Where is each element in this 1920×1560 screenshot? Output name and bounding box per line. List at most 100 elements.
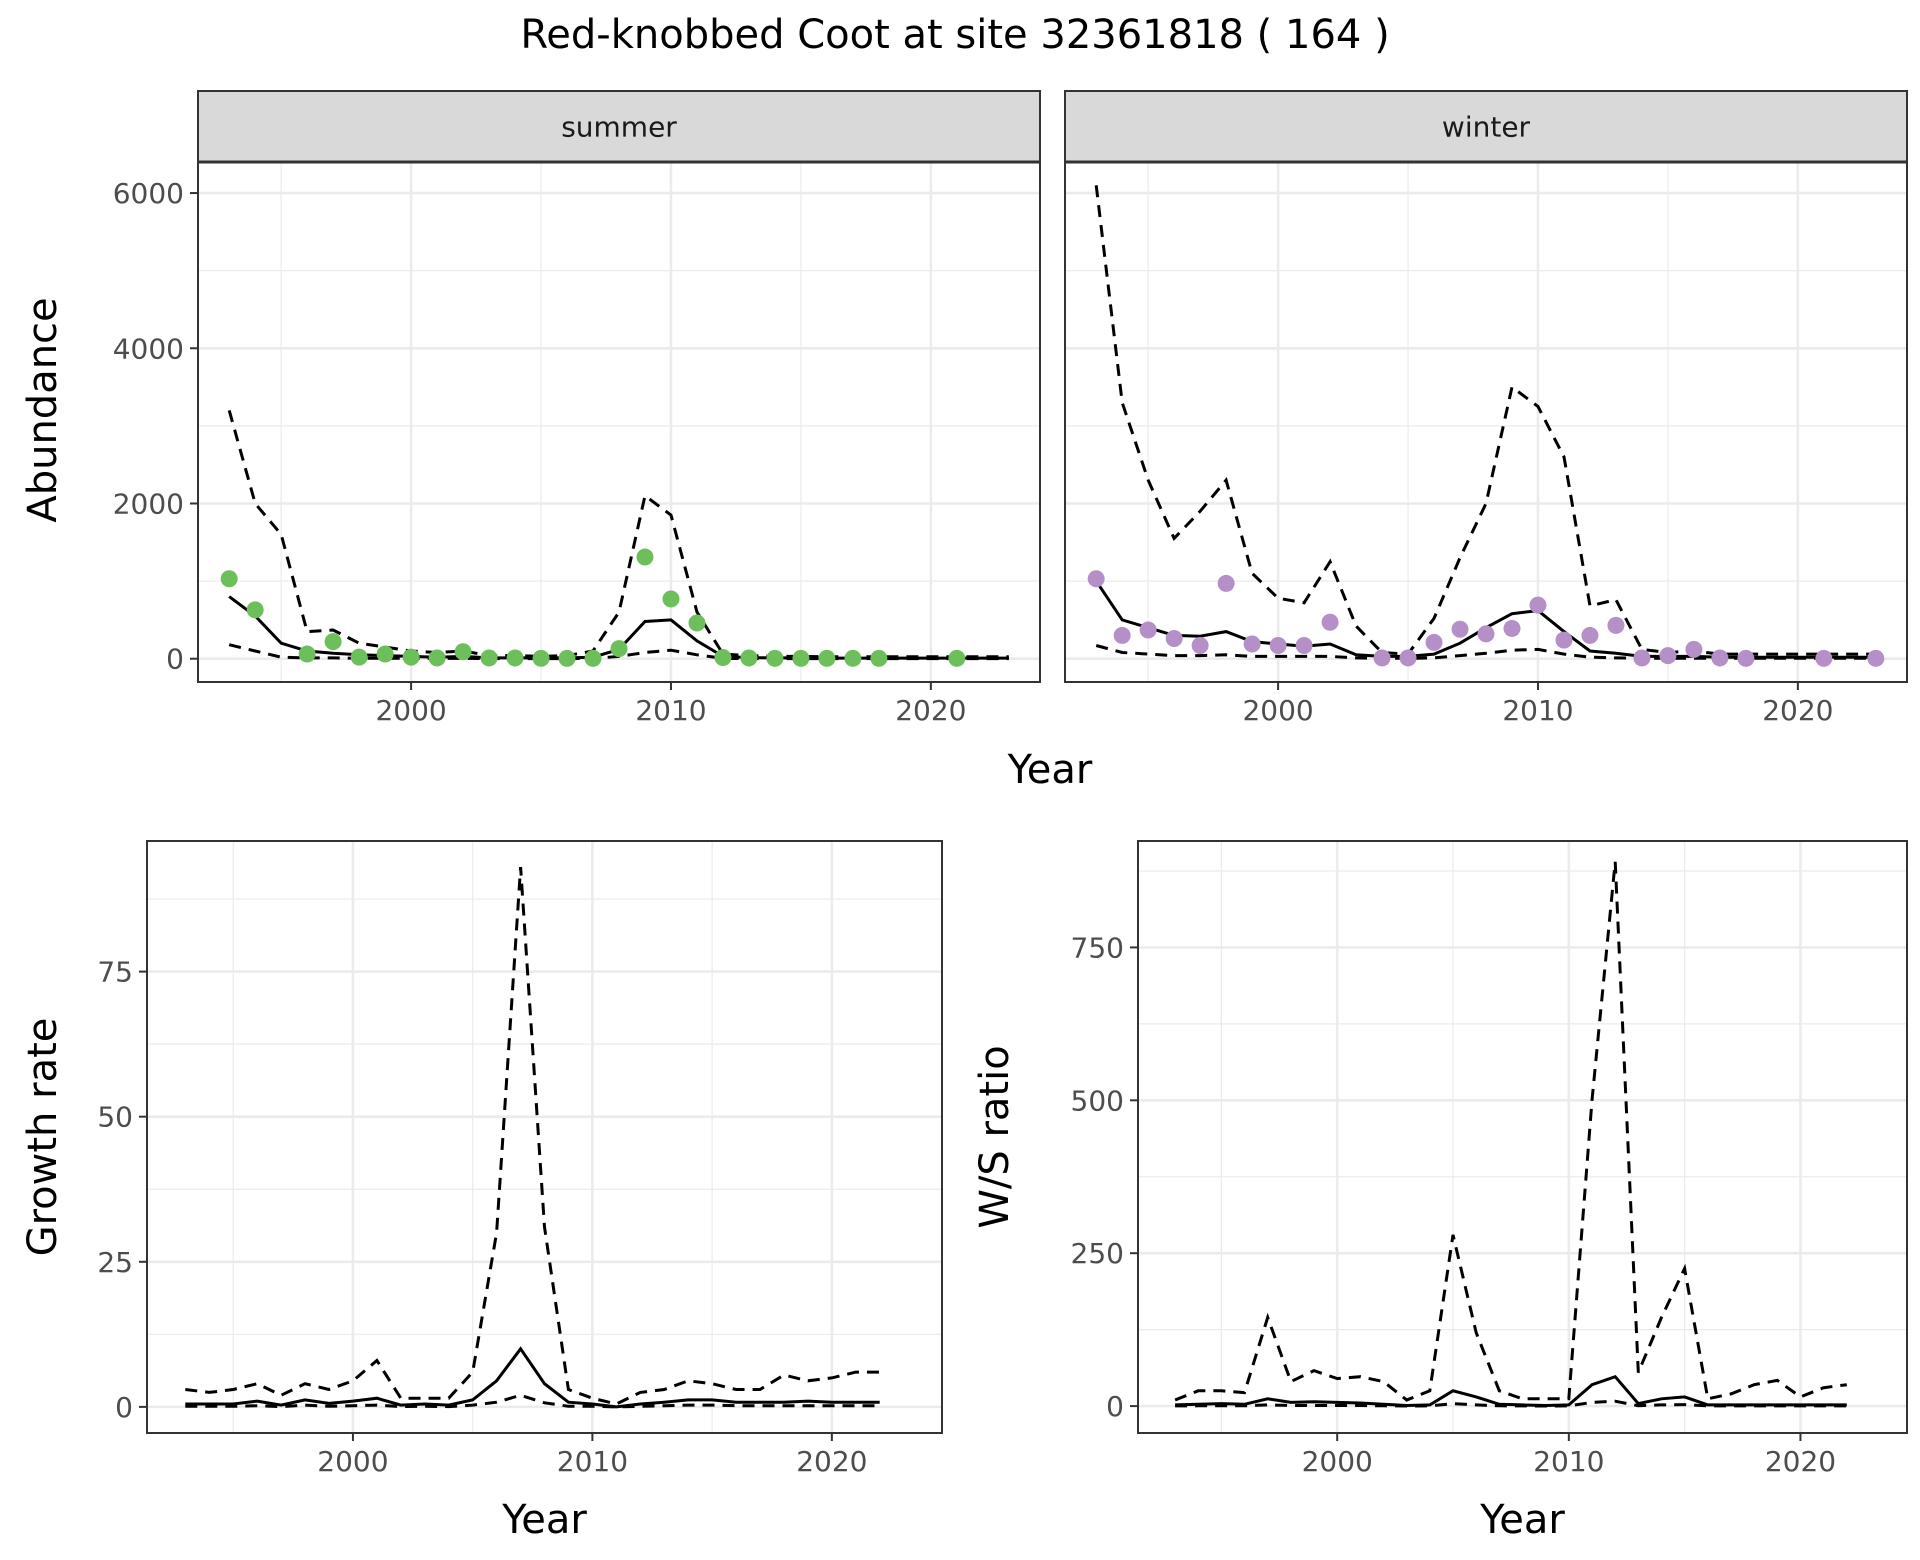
data-point xyxy=(1373,649,1391,667)
y-tick-label: 4000 xyxy=(113,332,184,365)
data-point xyxy=(1529,596,1547,614)
x-tick-label: 2010 xyxy=(635,694,706,727)
data-point xyxy=(1113,626,1131,644)
data-point xyxy=(480,649,498,667)
estimate-line xyxy=(1175,1374,1847,1408)
data-point xyxy=(532,649,550,667)
x-tick-label: 2000 xyxy=(1302,1445,1373,1478)
data-point xyxy=(1451,620,1469,638)
data-point xyxy=(610,640,628,658)
x-tick-label: 2020 xyxy=(895,694,966,727)
y-tick-label: 0 xyxy=(166,643,184,676)
data-point xyxy=(1503,619,1521,637)
plot-area xyxy=(147,841,942,1433)
data-point xyxy=(1295,637,1313,655)
data-point xyxy=(688,614,706,632)
facet-strip xyxy=(1064,90,1908,163)
data-point xyxy=(1607,616,1625,634)
y-axis-label: W/S ratio xyxy=(972,1045,1018,1228)
data-point xyxy=(1685,640,1703,658)
data-point xyxy=(1087,570,1105,588)
data-point xyxy=(1165,630,1183,648)
panel-growth-rate: 2000 2010 2020 0 25 50 75 Year Growth rate xyxy=(20,840,943,1543)
x-tick-label: 2000 xyxy=(375,694,446,727)
y-tick-label: 750 xyxy=(1071,931,1124,964)
panel-abundance-summer: 2000 2010 2020 0 2000 4000 6000 summer xyxy=(113,90,1041,727)
x-tick-label: 2020 xyxy=(1762,694,1833,727)
data-point xyxy=(870,649,888,667)
data-point xyxy=(1659,647,1677,665)
data-point xyxy=(1191,637,1209,655)
data-point xyxy=(792,649,810,667)
data-point xyxy=(1815,649,1833,667)
panel-border xyxy=(146,840,943,1434)
data-point xyxy=(1477,625,1495,643)
x-axis-label: Year xyxy=(501,1497,587,1543)
y-tick-label: 6000 xyxy=(113,177,184,210)
figure-title: Red-knobbed Coot at site 32361818 ( 164 … xyxy=(520,12,1389,58)
data-point xyxy=(636,548,654,566)
facet-strip-label: summer xyxy=(561,111,677,144)
data-point xyxy=(1217,574,1235,592)
data-point xyxy=(298,645,316,663)
data-point xyxy=(324,633,342,651)
data-point xyxy=(766,649,784,667)
upper-bound-line xyxy=(185,867,880,1406)
x-tick-label: 2010 xyxy=(557,1445,628,1478)
x-tick-label: 2010 xyxy=(1502,694,1573,727)
facet-strip-label: winter xyxy=(1442,111,1531,144)
panel-ws-ratio: 2000 2010 2020 0 250 500 750 Year W/S ratio xyxy=(972,840,1908,1543)
x-tick-label: 2020 xyxy=(1765,1445,1836,1478)
plot-area xyxy=(1065,162,1907,682)
data-point xyxy=(1555,631,1573,649)
data-point xyxy=(1867,649,1885,667)
data-point xyxy=(1243,635,1261,653)
y-tick-label: 500 xyxy=(1071,1084,1124,1117)
x-tick-label: 2010 xyxy=(1533,1445,1604,1478)
x-tick-label: 2000 xyxy=(1242,694,1313,727)
y-tick-label: 0 xyxy=(115,1391,133,1424)
data-point xyxy=(1633,649,1651,667)
data-point xyxy=(220,570,238,588)
data-point xyxy=(662,590,680,608)
upper-bound-line xyxy=(1174,861,1847,1402)
data-point xyxy=(506,649,524,667)
y-tick-label: 50 xyxy=(97,1101,133,1134)
data-point xyxy=(402,648,420,666)
data-point xyxy=(584,649,602,667)
y-tick-label: 25 xyxy=(97,1246,133,1279)
data-point xyxy=(714,649,732,667)
plot-area xyxy=(1138,841,1907,1433)
x-axis-label: Year xyxy=(1479,1497,1565,1543)
panel-abundance-winter: 2000 2010 2020 winter xyxy=(1064,90,1908,727)
data-point xyxy=(1139,621,1157,639)
data-point xyxy=(1399,649,1417,667)
data-point xyxy=(818,649,836,667)
y-tick-label: 2000 xyxy=(113,487,184,520)
estimate-line xyxy=(185,1346,880,1409)
data-point xyxy=(948,649,966,667)
data-point xyxy=(1737,649,1755,667)
data-point xyxy=(246,601,264,619)
panel-border xyxy=(1137,840,1908,1434)
upper-bound-line xyxy=(1094,185,1876,656)
x-tick-label: 2000 xyxy=(317,1445,388,1478)
data-point xyxy=(350,648,368,666)
lower-bound-line xyxy=(185,1393,880,1409)
data-point xyxy=(558,649,576,667)
data-point xyxy=(428,649,446,667)
data-point xyxy=(454,643,472,661)
y-tick-label: 75 xyxy=(97,956,133,989)
abundance-y-axis-label: Abundance xyxy=(20,297,66,522)
y-tick-label: 0 xyxy=(1106,1390,1124,1423)
data-point xyxy=(1711,649,1729,667)
x-tick-label: 2020 xyxy=(796,1445,867,1478)
data-point xyxy=(376,645,394,663)
data-point xyxy=(740,649,758,667)
y-axis-label: Growth rate xyxy=(20,1018,66,1257)
data-point xyxy=(1269,637,1287,655)
data-point xyxy=(1581,626,1599,644)
abundance-x-axis-label: Year xyxy=(1007,747,1093,793)
data-point xyxy=(844,649,862,667)
